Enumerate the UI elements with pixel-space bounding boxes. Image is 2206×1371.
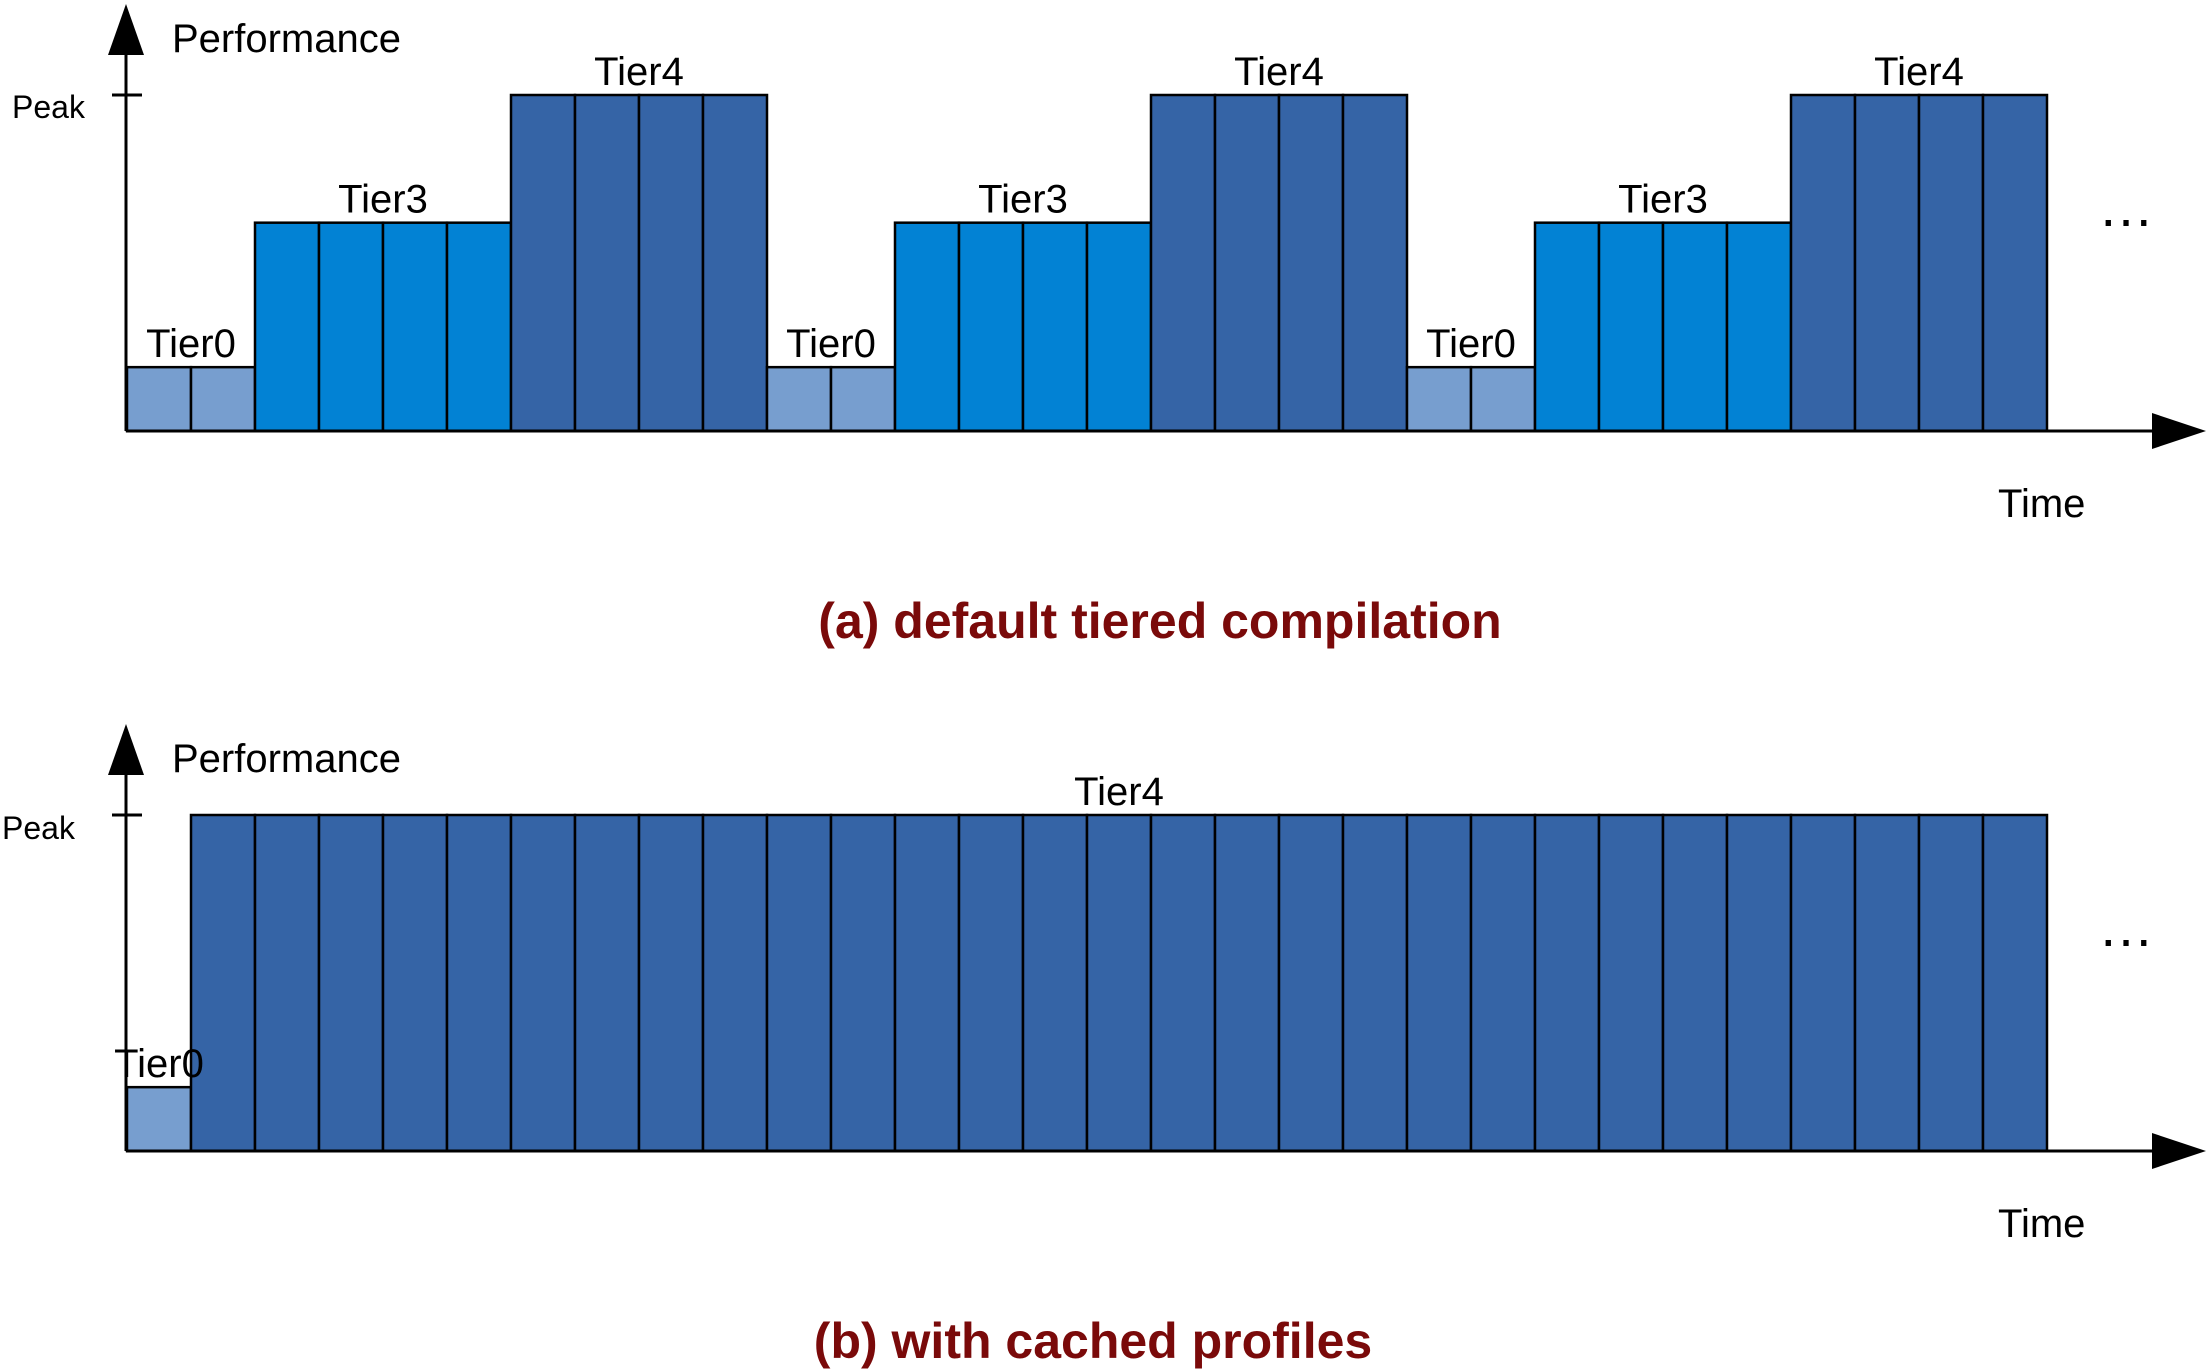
panel-a-tier4-block [1277,93,1345,433]
panel-a-tier4-block [1853,93,1921,433]
panel-a-tier0-block [1469,365,1537,433]
panel-a-tier3-block [445,221,513,433]
panel-a-tier0-block [1405,365,1473,433]
panel-a-tier4-label: Tier4 [1874,50,1964,94]
panel-a-tier0-block [125,365,193,433]
panel-a-tier3-block [1725,221,1793,433]
panel-a: Tier0 Tier3 Tier4 Tier0 Tier3 Tier4 Tier0 Tier3… [12,4,2206,649]
panel-a-tier4-block [1917,93,1985,433]
panel-a-x-axis-label: Time [1998,482,2085,526]
panel-b-tier4-block [1981,813,2049,1153]
panel-a-tier3-block [1085,221,1153,433]
panel-b-tier4-block [317,813,385,1153]
panel-a-tier0-block [829,365,897,433]
panel-b-tier4-label: Tier4 [1074,770,1164,814]
panel-a-tier4-label: Tier4 [594,50,684,94]
panel-a-tier3-block [1533,221,1601,433]
panel-a-blocks [125,93,2049,433]
panel-a-tier4-block [1981,93,2049,433]
panel-a-tier3-block [1661,221,1729,433]
panel-b-tier4-block [1149,813,1217,1153]
panel-a-tier3-label: Tier3 [338,178,428,222]
panel-b-caption: (b) with cached profiles [814,1313,1372,1369]
panel-b-tier4-block [765,813,833,1153]
panel-a-tier3-block [317,221,385,433]
panel-b-tier4-block [189,813,257,1153]
panel-a-tier3-label: Tier3 [978,178,1068,222]
panel-b-tier0-label: Tier0 [114,1042,204,1086]
panel-a-y-axis-label: Performance [172,17,401,61]
panel-b-y-axis-arrow [108,724,144,775]
panel-b-tier4-block [1213,813,1281,1153]
panel-a-tier4-block [1789,93,1857,433]
panel-a-tier4-block [573,93,641,433]
panel-a-tier0-block [189,365,257,433]
panel-b-x-axis-arrow [2152,1133,2206,1169]
panel-a-tier0-label: Tier0 [1426,322,1516,366]
panel-a-tier3-block [1021,221,1089,433]
panel-b-tier4-block [1597,813,1665,1153]
panel-a-tier3-label: Tier3 [1618,178,1708,222]
panel-b-tier4-block [701,813,769,1153]
panel-b-tier4-block [829,813,897,1153]
panel-b: Tier0 Tier4 Peak Performance Time … (b) w… [2,724,2206,1369]
panel-a-tier4-label: Tier4 [1234,50,1324,94]
panel-b-tier4-block [1725,813,1793,1153]
panel-b-tier4-block [637,813,705,1153]
panel-a-tier3-block [1597,221,1665,433]
panel-a-tier0-label: Tier0 [786,322,876,366]
panel-a-tier4-block [1213,93,1281,433]
panel-b-blocks [125,813,2049,1153]
panel-a-tier3-block [253,221,321,433]
panel-b-tier4-block [1853,813,1921,1153]
panel-b-tier4-block [1341,813,1409,1153]
panel-b-tier-labels: Tier0 Tier4 [114,770,1164,1086]
panel-a-tier-labels: Tier0 Tier3 Tier4 Tier0 Tier3 Tier4 Tier0 Tier3… [146,50,1964,366]
panel-a-tier4-block [701,93,769,433]
panel-b-tier4-block [573,813,641,1153]
panel-b-x-axis-label: Time [1998,1202,2085,1246]
panel-a-tier0-label: Tier0 [146,322,236,366]
panel-a-x-axis-arrow [2152,413,2206,449]
panel-a-tier3-block [893,221,961,433]
panel-b-continuation: … [2098,895,2154,958]
panel-b-tier4-block [1085,813,1153,1153]
panel-a-peak-label: Peak [12,89,86,125]
panel-b-tier4-block [1021,813,1089,1153]
panel-b-y-axis-label: Performance [172,737,401,781]
panel-b-tier4-block [1277,813,1345,1153]
panel-a-continuation: … [2098,175,2154,238]
panel-b-tier4-block [1789,813,1857,1153]
panel-b-tier4-block [1661,813,1729,1153]
panel-a-tier4-block [1341,93,1409,433]
panel-b-tier0-block [125,1085,193,1153]
panel-b-tier4-block [253,813,321,1153]
panel-b-tier4-block [893,813,961,1153]
panel-a-y-axis-arrow [108,4,144,55]
panel-a-caption: (a) default tiered compilation [818,593,1501,649]
panel-a-tier4-block [1149,93,1217,433]
panel-b-tier4-block [1917,813,1985,1153]
panel-b-tier4-block [445,813,513,1153]
panel-b-tier4-block [1405,813,1473,1153]
panel-a-tier3-block [381,221,449,433]
panel-a-tier0-block [765,365,833,433]
panel-b-peak-label: Peak [2,810,76,846]
panel-b-tier4-block [381,813,449,1153]
panel-b-tier4-block [957,813,1025,1153]
panel-a-tier3-block [957,221,1025,433]
panel-a-tier4-block [637,93,705,433]
panel-b-tier4-block [1469,813,1537,1153]
panel-a-tier4-block [509,93,577,433]
panel-b-tier4-block [509,813,577,1153]
panel-b-tier4-block [1533,813,1601,1153]
